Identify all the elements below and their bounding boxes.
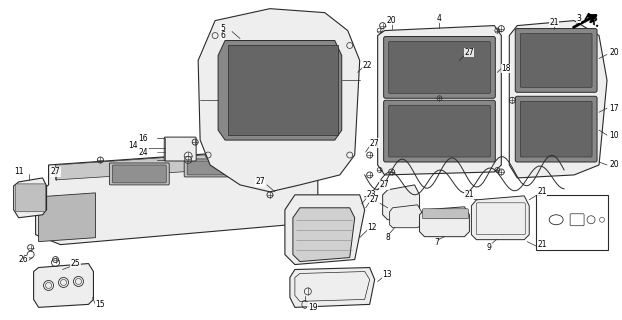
Polygon shape [34, 264, 93, 307]
Text: FR.: FR. [581, 12, 601, 29]
Text: 19: 19 [308, 303, 317, 312]
FancyBboxPatch shape [384, 100, 495, 162]
Text: 22: 22 [363, 61, 372, 70]
Polygon shape [228, 45, 338, 135]
Polygon shape [285, 195, 364, 265]
Polygon shape [509, 20, 607, 178]
Polygon shape [419, 207, 470, 237]
Text: 6: 6 [220, 31, 225, 40]
Text: 26: 26 [19, 255, 28, 264]
Text: 24: 24 [139, 148, 148, 156]
FancyBboxPatch shape [520, 34, 592, 87]
FancyBboxPatch shape [520, 101, 592, 157]
FancyBboxPatch shape [109, 163, 169, 185]
Text: 15: 15 [95, 300, 105, 309]
FancyBboxPatch shape [113, 165, 166, 183]
Text: 16: 16 [139, 133, 148, 143]
FancyBboxPatch shape [164, 137, 196, 161]
Text: 5: 5 [220, 24, 225, 33]
Text: 3: 3 [576, 14, 581, 23]
FancyBboxPatch shape [187, 161, 238, 175]
Text: 20: 20 [609, 48, 619, 57]
Polygon shape [39, 193, 95, 242]
Text: 17: 17 [609, 104, 619, 113]
Text: 20: 20 [387, 16, 396, 25]
Text: 8: 8 [385, 233, 390, 242]
Text: 21: 21 [537, 240, 547, 249]
Text: 9: 9 [487, 243, 492, 252]
FancyBboxPatch shape [515, 28, 597, 92]
Polygon shape [290, 268, 374, 307]
Polygon shape [35, 148, 318, 244]
Text: 23: 23 [367, 190, 376, 199]
Text: 20: 20 [609, 160, 619, 170]
Text: 4: 4 [437, 14, 442, 23]
Polygon shape [383, 185, 419, 220]
FancyBboxPatch shape [16, 184, 45, 212]
FancyBboxPatch shape [515, 96, 597, 162]
Text: 27: 27 [256, 177, 265, 187]
Polygon shape [293, 208, 355, 261]
Polygon shape [378, 26, 501, 175]
Text: 10: 10 [609, 131, 619, 140]
FancyBboxPatch shape [184, 159, 241, 177]
Text: 27: 27 [369, 139, 379, 148]
Text: 21: 21 [465, 190, 474, 199]
Polygon shape [198, 9, 360, 192]
Text: 2: 2 [373, 195, 378, 204]
Polygon shape [55, 149, 315, 180]
Text: 18: 18 [501, 64, 511, 73]
Text: 12: 12 [368, 223, 377, 232]
Text: 11: 11 [14, 167, 24, 176]
Text: 14: 14 [129, 140, 138, 149]
FancyBboxPatch shape [389, 42, 490, 93]
Text: 27: 27 [465, 48, 474, 57]
Polygon shape [471, 196, 529, 240]
Text: 7: 7 [434, 238, 439, 247]
Text: 27: 27 [379, 180, 389, 189]
FancyBboxPatch shape [384, 36, 495, 98]
Text: 27: 27 [369, 195, 379, 204]
Text: 21: 21 [537, 188, 547, 196]
Polygon shape [218, 41, 341, 140]
Polygon shape [389, 205, 422, 228]
Text: 13: 13 [383, 270, 392, 279]
Polygon shape [14, 178, 47, 218]
FancyBboxPatch shape [422, 209, 468, 219]
Text: 25: 25 [70, 259, 80, 268]
Text: 27: 27 [51, 167, 60, 176]
FancyBboxPatch shape [389, 105, 490, 157]
Text: 21: 21 [549, 18, 559, 27]
Text: 1: 1 [541, 188, 546, 196]
